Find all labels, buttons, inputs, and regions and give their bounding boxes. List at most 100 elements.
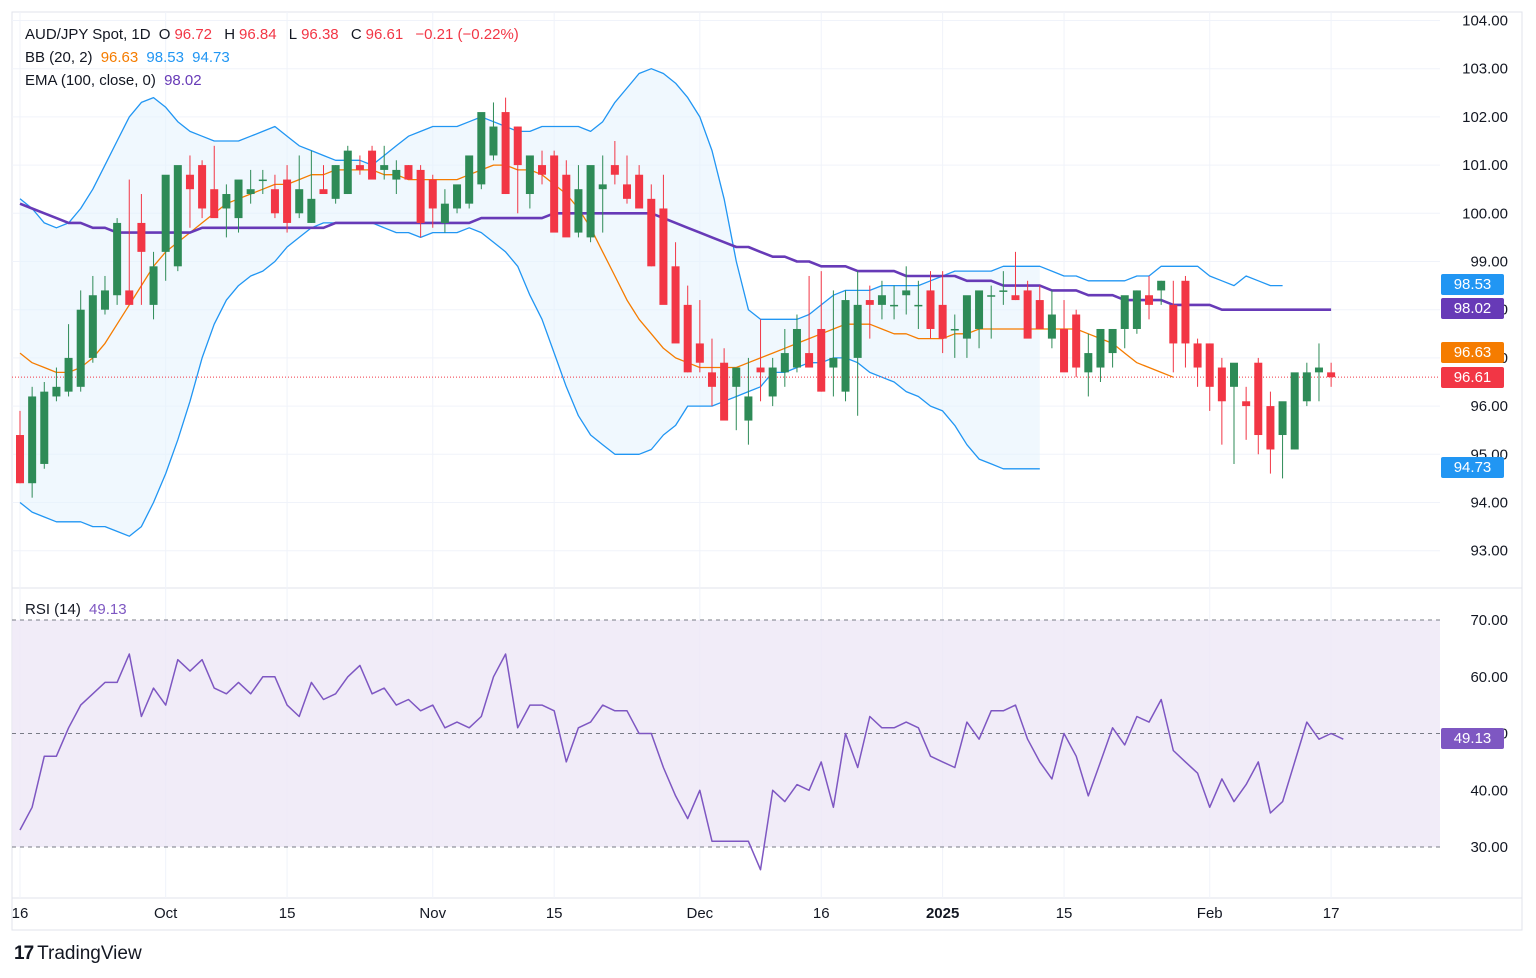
candle-body <box>707 372 716 387</box>
candle-body <box>780 353 789 373</box>
candle-body <box>744 396 753 421</box>
candle-body <box>1120 295 1129 329</box>
price-tick-label: 99.00 <box>1470 254 1508 271</box>
candle-body <box>1314 367 1323 373</box>
candle-body <box>877 295 886 305</box>
tradingview-mark-icon: 17 <box>14 943 34 964</box>
candle-body <box>404 165 413 180</box>
candle-body <box>1084 353 1093 373</box>
bb-upper-badge: 98.53 <box>1441 274 1504 295</box>
price-tick-label: 96.00 <box>1470 398 1508 415</box>
candle-body <box>720 362 729 421</box>
candle-body <box>1302 372 1311 402</box>
chart-frame <box>11 11 1523 931</box>
candle-body <box>574 189 583 233</box>
candle-body <box>1181 280 1190 344</box>
candle-body <box>489 126 498 156</box>
price-change: −0.21 (−0.22%) <box>415 26 519 43</box>
candle-body <box>295 189 304 214</box>
bb-upper-value: 98.53 <box>146 49 184 66</box>
candle-body <box>392 169 401 180</box>
candle-body <box>161 174 170 252</box>
candle-body <box>513 126 522 166</box>
rsi-pane <box>12 619 1440 871</box>
candle-body <box>88 295 97 358</box>
candle-body <box>40 391 49 464</box>
candle-body <box>598 184 607 190</box>
candle-body <box>865 300 874 305</box>
rsi-tick-label: 70.00 <box>1470 612 1508 629</box>
rsi-value: 49.13 <box>89 601 127 618</box>
candle-body <box>1108 328 1117 354</box>
rsi-legend: RSI (14) 49.13 <box>25 601 131 618</box>
candle-body <box>331 165 340 199</box>
ema-value: 98.02 <box>164 72 202 89</box>
price-tick-label: 103.00 <box>1462 61 1508 78</box>
candle-body <box>501 112 510 195</box>
candle-body <box>550 155 559 233</box>
candle-body <box>975 290 984 329</box>
price-tick-label: 102.00 <box>1462 109 1508 126</box>
time-tick-label: 2025 <box>926 905 959 922</box>
candle-body <box>926 290 935 329</box>
bb-lower-value: 94.73 <box>192 49 230 66</box>
low-value: 96.38 <box>301 26 339 43</box>
tradingview-logo[interactable]: 17 TradingView <box>14 943 142 965</box>
candle-body <box>283 179 292 223</box>
candlesticks <box>16 97 1336 498</box>
candle-body <box>125 290 134 305</box>
low-label: L <box>288 26 298 43</box>
candle-body <box>440 203 449 223</box>
candle-body <box>1290 372 1299 450</box>
candle-body <box>343 150 352 195</box>
candle-body <box>671 266 680 344</box>
candle-body <box>1169 304 1178 344</box>
candle-body <box>453 184 462 209</box>
candle-body <box>246 189 255 195</box>
candle-body <box>28 396 37 484</box>
ema-label: EMA (100, close, 0) <box>25 72 156 89</box>
candle-body <box>1266 406 1275 450</box>
rsi-tick-label: 30.00 <box>1470 839 1508 856</box>
candle-body <box>987 295 996 297</box>
candle-body <box>853 304 862 358</box>
close-value: 96.61 <box>365 26 404 43</box>
time-tick-label: Nov <box>419 905 446 922</box>
candle-body <box>173 165 182 267</box>
candle-body <box>938 304 947 339</box>
price-tick-label: 100.00 <box>1462 205 1508 222</box>
close-label: C <box>350 26 362 43</box>
candle-body <box>1035 300 1044 329</box>
candle-body <box>368 150 377 180</box>
candle-body <box>950 328 959 331</box>
candle-body <box>683 304 692 373</box>
candle-body <box>222 194 231 209</box>
high-label: H <box>224 26 236 43</box>
bb-legend: BB (20, 2) 96.63 98.53 94.73 <box>25 49 234 66</box>
candle-body <box>234 179 243 219</box>
candle-body <box>1145 295 1154 305</box>
bb-basis-badge: 96.63 <box>1441 342 1504 363</box>
time-tick-label: 17 <box>1323 905 1340 922</box>
candle-body <box>16 435 24 484</box>
bb-upper-line <box>19 68 1283 320</box>
candle-body <box>538 165 547 175</box>
candle-body <box>914 304 923 307</box>
candle-body <box>829 357 838 368</box>
candle-body <box>1096 328 1105 368</box>
time-tick-label: 16 <box>813 905 830 922</box>
bb-lower-badge: 94.73 <box>1441 457 1504 478</box>
candle-body <box>610 165 619 175</box>
candle-body <box>258 179 267 182</box>
ema-badge: 98.02 <box>1441 298 1504 319</box>
candle-body <box>792 328 801 368</box>
candle-body <box>525 155 534 195</box>
candle-body <box>635 174 644 209</box>
candle-body <box>562 174 571 238</box>
rsi-tick-label: 60.00 <box>1470 669 1508 686</box>
price-tick-label: 93.00 <box>1470 543 1508 560</box>
candle-body <box>149 266 158 305</box>
candle-body <box>319 189 328 195</box>
candle-body <box>185 174 194 190</box>
